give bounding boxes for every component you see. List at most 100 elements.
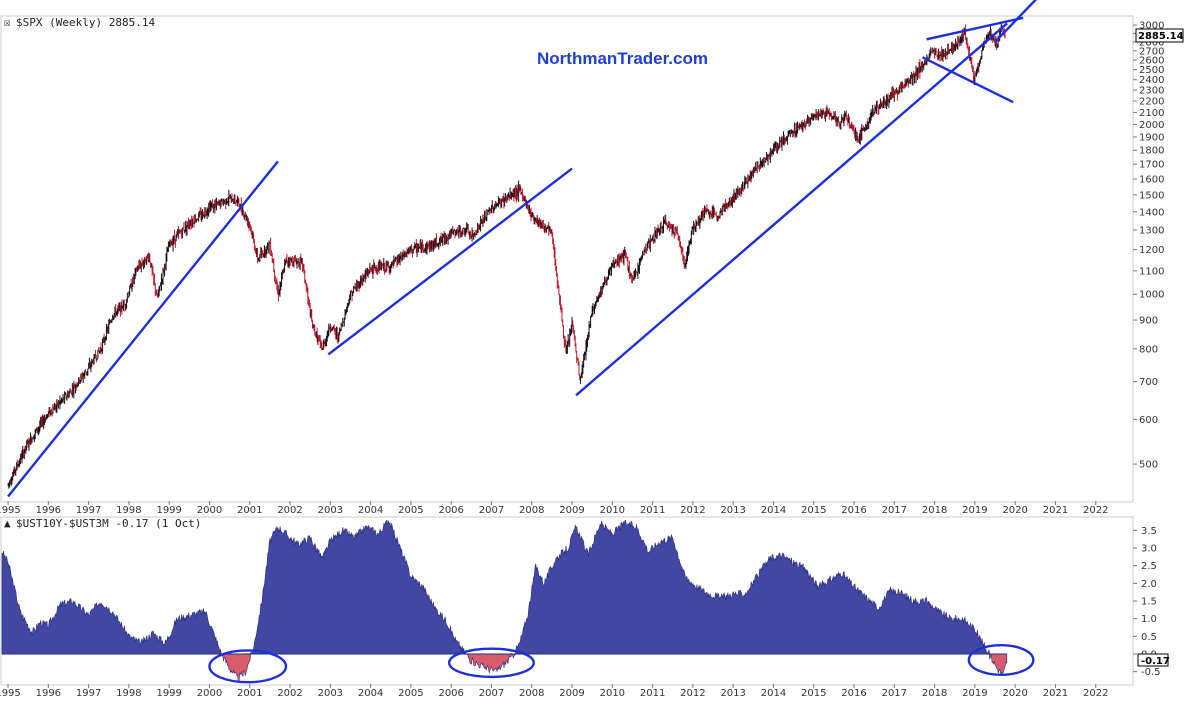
spx-x-tick-label: 2011	[640, 505, 665, 516]
spx-x-tick-label: 1996	[36, 505, 61, 516]
spread-x-tick-label: 2004	[358, 688, 383, 699]
spread-x-tick-label: 2019	[962, 688, 987, 699]
spx-x-tick-label: 2019	[962, 505, 987, 516]
spx-x-tick-label: 2022	[1083, 505, 1108, 516]
spread-x-tick-label: 2022	[1083, 688, 1108, 699]
spx-y-tick-label: 2700	[1139, 46, 1164, 57]
spread-x-tick-label: 1998	[116, 688, 141, 699]
spx-x-tick-label: 2009	[559, 505, 584, 516]
spread-last-value: -0.17	[1141, 656, 1170, 667]
spx-x-tick-label: 1998	[116, 505, 141, 516]
spread-last-value-tag	[1137, 653, 1169, 667]
spx-x-tick-label: 2013	[720, 505, 745, 516]
spx-x-tick-label: 2002	[277, 505, 302, 516]
spread-positive-area	[1, 519, 1007, 656]
spread-x-tick-label: 2010	[600, 688, 625, 699]
spx-y-tick-label: 600	[1139, 415, 1158, 426]
spread-x-tick-label: 2020	[1002, 688, 1027, 699]
inversion-circle	[208, 649, 288, 684]
spread-x-tick-label: 2000	[197, 688, 222, 699]
spx-y-tick-label: 800	[1139, 344, 1158, 355]
spx-y-tick-label: 1200	[1139, 245, 1164, 256]
spread-x-tick-label: 1999	[156, 688, 181, 699]
spread-y-tick-label: 0.5	[1141, 632, 1157, 643]
spx-title: $SPX (Weekly) 2885.14	[16, 16, 155, 29]
spx-last-value: 2885.14	[1138, 31, 1184, 42]
spread-y-tick-label: 1.5	[1141, 597, 1157, 608]
spx-x-tick-label: 2001	[237, 505, 262, 516]
spx-trendline	[7, 160, 279, 498]
spread-y-tick-label: 2.0	[1141, 579, 1157, 590]
spx-x-tick-label: 2003	[318, 505, 343, 516]
spread-title-icon: ▲	[4, 517, 11, 530]
spread-x-tick-label: 2012	[680, 688, 705, 699]
spx-y-axis: 500 600 700 800 900 1000 1100 1200 1300 1400 1500 1…	[1133, 21, 1164, 471]
spx-x-tick-label: 1995	[0, 505, 21, 516]
spx-trendline	[994, 0, 1038, 43]
spx-x-tick-label: 2020	[1002, 505, 1027, 516]
spx-x-tick-label: 2008	[519, 505, 544, 516]
spx-y-tick-label: 1300	[1139, 225, 1164, 236]
spread-x-tick-label: 2017	[882, 688, 907, 699]
spx-x-tick-label: 2010	[600, 505, 625, 516]
spx-x-tick-label: 2021	[1043, 505, 1068, 516]
spread-y-tick-label: -0.5	[1141, 667, 1161, 678]
spx-x-tick-label: 1997	[76, 505, 101, 516]
spread-x-tick-label: 2013	[720, 688, 745, 699]
spread-x-tick-label: 2003	[318, 688, 343, 699]
spx-price-layer	[7, 21, 1006, 489]
spx-y-tick-label: 2600	[1139, 56, 1164, 67]
spx-y-tick-label: 2200	[1139, 97, 1164, 108]
spread-inversion-circles	[208, 643, 1035, 684]
spx-x-tick-label: 2000	[197, 505, 222, 516]
spx-y-tick-label: 2100	[1139, 108, 1164, 119]
spx-x-tick-label: 2014	[761, 505, 786, 516]
spread-area-layer	[1, 519, 1008, 682]
spread-y-tick-label: 3.0	[1141, 544, 1157, 555]
spx-y-tick-label: 700	[1139, 377, 1158, 388]
spread-x-tick-label: 2015	[801, 688, 826, 699]
spread-title: $UST10Y-$UST3M -0.17 (1 Oct)	[16, 517, 201, 530]
spread-y-tick-label: 2.5	[1141, 561, 1157, 572]
spx-x-tick-label: 2016	[841, 505, 866, 516]
spread-y-tick-label: 3.5	[1141, 526, 1157, 537]
spread-x-tick-label: 2009	[559, 688, 584, 699]
spread-x-tick-label: 1997	[76, 688, 101, 699]
inversion-circle	[967, 643, 1035, 677]
spx-x-tick-label: 2007	[479, 505, 504, 516]
spx-y-tick-label: 1100	[1139, 266, 1164, 277]
spread-x-tick-label: 2006	[438, 688, 463, 699]
spx-x-tick-label: 2018	[922, 505, 947, 516]
spx-y-tick-label: 1900	[1139, 132, 1164, 143]
spx-trendline	[327, 167, 573, 356]
spx-trendline	[921, 56, 1014, 104]
spread-y-tick-label: 1.0	[1141, 614, 1157, 625]
spx-y-tick-label: 2300	[1139, 86, 1164, 97]
spx-y-tick-label: 1800	[1139, 146, 1164, 157]
spx-y-tick-label: 1600	[1139, 175, 1164, 186]
spx-y-tick-label: 900	[1139, 316, 1158, 327]
spread-x-tick-label: 2007	[479, 688, 504, 699]
spx-x-tick-label: 2012	[680, 505, 705, 516]
spx-x-tick-label: 2015	[801, 505, 826, 516]
spx-panel-frame	[0, 15, 1134, 503]
spx-x-tick-label: 2017	[882, 505, 907, 516]
spread-x-tick-label: 1995	[0, 688, 21, 699]
spx-y-tick-label: 2500	[1139, 65, 1164, 76]
spread-x-tick-label: 2021	[1043, 688, 1068, 699]
spx-y-tick-label: 1000	[1139, 290, 1164, 301]
spread-x-tick-label: 2014	[761, 688, 786, 699]
spx-trendlines	[7, 0, 1038, 498]
spx-y-tick-label: 1500	[1139, 190, 1164, 201]
spread-x-tick-label: 2008	[519, 688, 544, 699]
inversion-circle	[447, 647, 535, 679]
spread-x-tick-label: 2002	[277, 688, 302, 699]
spx-trendline	[575, 22, 1008, 397]
spx-y-tick-label: 500	[1139, 460, 1158, 471]
spx-trendline	[926, 16, 1024, 41]
spx-y-tick-label: 2000	[1139, 120, 1164, 131]
spx-title-icon: ☒	[4, 16, 11, 29]
spx-y-tick-label: 2800	[1139, 37, 1164, 48]
